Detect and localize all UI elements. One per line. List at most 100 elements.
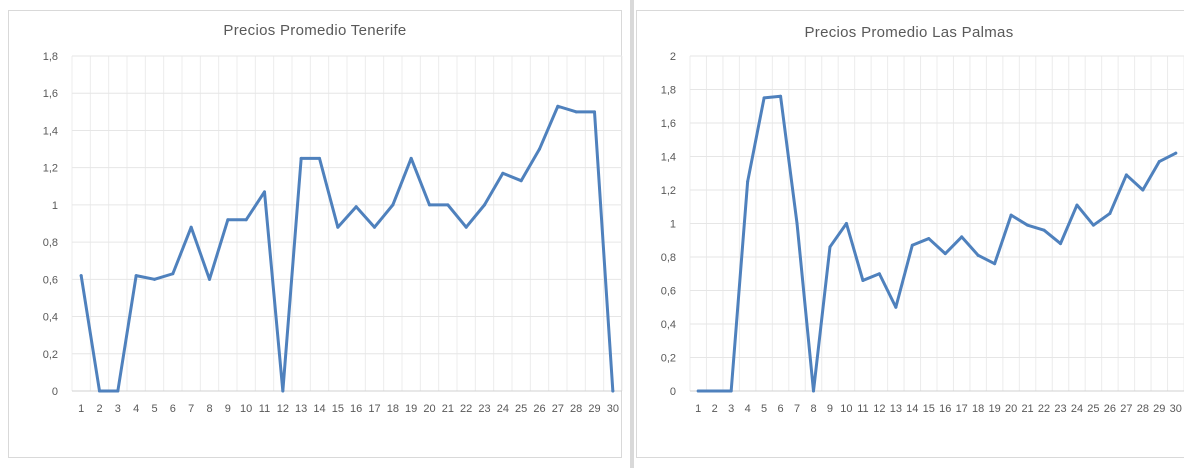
data-point — [373, 225, 376, 229]
y-tick-label: 0,8 — [43, 237, 58, 249]
y-tick-label: 0,8 — [661, 252, 676, 264]
data-point — [861, 278, 865, 282]
data-point — [538, 147, 541, 151]
x-tick-label: 23 — [478, 403, 490, 415]
x-tick-label: 4 — [745, 403, 751, 415]
data-point — [894, 305, 898, 309]
data-point — [1174, 151, 1178, 155]
data-point — [98, 389, 101, 393]
x-tick-label: 3 — [115, 403, 121, 415]
x-tick-label: 12 — [873, 403, 885, 415]
data-point — [1059, 242, 1062, 246]
x-tick-label: 26 — [1104, 403, 1116, 415]
y-tick-label: 1,8 — [43, 51, 58, 63]
data-point — [116, 389, 120, 393]
data-point — [960, 235, 964, 239]
data-point — [910, 243, 914, 247]
x-tick-label: 11 — [259, 403, 270, 415]
x-tick-label: 22 — [1038, 403, 1050, 415]
line-chart-tenerife: 00,20,40,60,811,21,41,61,81 2 3 4 5 6 7 8 9 10 11 1… — [43, 51, 623, 415]
x-tick-label: 26 — [533, 403, 545, 415]
data-point — [428, 203, 431, 207]
x-tick-label: 7 — [794, 403, 800, 415]
x-tick-label: 9 — [827, 403, 833, 415]
y-tick-label: 0,2 — [661, 353, 676, 365]
y-tick-label: 0,4 — [661, 319, 676, 331]
data-point — [1042, 228, 1046, 232]
x-tick-label: 28 — [1137, 403, 1149, 415]
data-point — [1091, 223, 1095, 227]
x-tick-label: 27 — [1120, 403, 1132, 415]
data-point — [746, 180, 750, 184]
data-point — [244, 218, 248, 222]
x-tick-label: 19 — [989, 403, 1001, 415]
data-point — [828, 245, 832, 249]
data-point — [729, 389, 733, 393]
data-point — [943, 252, 947, 256]
x-tick-label: 30 — [607, 403, 619, 415]
series-line — [79, 104, 615, 393]
y-tick-label: 1,4 — [43, 125, 58, 137]
x-tick-label: 6 — [778, 403, 784, 415]
data-point — [153, 277, 156, 281]
data-point — [208, 277, 211, 281]
data-point — [812, 389, 815, 393]
data-point — [993, 262, 997, 266]
data-point — [464, 225, 468, 229]
y-tick-label: 0,6 — [43, 274, 58, 286]
data-point — [1026, 223, 1030, 227]
data-point — [844, 222, 848, 225]
y-tick-label: 1,8 — [661, 85, 676, 97]
x-tick-label: 18 — [387, 403, 399, 415]
x-tick-label: 16 — [350, 403, 362, 415]
y-tick-label: 0,6 — [661, 286, 676, 298]
chart-title: Precios Promedio Tenerife — [223, 22, 407, 39]
data-point — [501, 171, 505, 175]
y-tick-label: 2 — [670, 51, 676, 63]
data-point — [877, 272, 881, 276]
x-tick-label: 17 — [956, 403, 968, 415]
x-tick-label: 15 — [332, 403, 344, 415]
y-tick-label: 1,2 — [43, 163, 58, 175]
data-point — [795, 222, 799, 225]
x-tick-label: 16 — [939, 403, 951, 415]
data-point — [171, 272, 175, 276]
data-point — [519, 179, 523, 183]
data-point — [976, 253, 980, 257]
chart-panel-tenerife: Precios Promedio Tenerife 0 0,2 0,4 0,6 0,8 1… — [8, 10, 623, 458]
data-point — [446, 203, 450, 207]
x-tick-label: 23 — [1054, 403, 1066, 415]
x-tick-label: 3 — [728, 403, 734, 415]
x-tick-label: 29 — [588, 403, 600, 415]
x-tick-label: 6 — [170, 403, 176, 415]
x-tick-label: 17 — [368, 403, 380, 415]
data-point — [281, 389, 285, 393]
data-point — [483, 203, 486, 207]
x-tick-label: 22 — [460, 403, 472, 415]
x-tick-label: 9 — [225, 403, 231, 415]
data-point — [1157, 160, 1161, 164]
data-point — [1141, 188, 1145, 192]
y-tick-label: 1 — [670, 219, 676, 231]
x-tick-label: 1 — [78, 403, 84, 415]
data-point — [263, 190, 266, 194]
data-point — [611, 389, 615, 393]
x-tick-label: 19 — [405, 403, 417, 415]
data-point — [1009, 213, 1013, 217]
x-tick-label: 21 — [442, 403, 454, 415]
chart-frame — [636, 10, 1184, 458]
data-point — [79, 274, 83, 278]
data-point — [189, 225, 193, 229]
data-point — [556, 104, 560, 108]
data-point — [318, 156, 321, 160]
x-tick-label: 27 — [552, 403, 564, 415]
y-tick-label: 1,4 — [661, 152, 676, 164]
x-tick-label: 2 — [96, 403, 102, 415]
x-tick-label: 24 — [497, 403, 509, 415]
y-tick-label: 1,2 — [661, 185, 676, 197]
x-tick-label: 30 — [1170, 403, 1182, 415]
y-tick-label: 0 — [52, 386, 58, 398]
data-point — [134, 274, 138, 278]
data-point — [391, 203, 395, 207]
panel-divider — [630, 0, 634, 468]
